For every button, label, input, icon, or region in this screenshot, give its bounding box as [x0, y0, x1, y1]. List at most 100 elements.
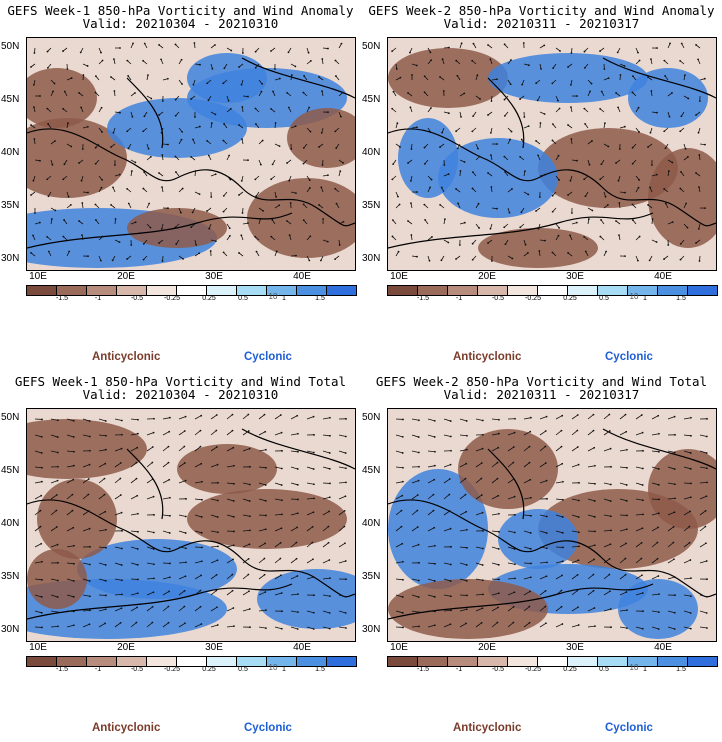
wind-arrow-head — [447, 241, 450, 244]
wind-arrow-head — [259, 218, 262, 221]
wind-arrow-head — [448, 46, 450, 49]
wind-arrow-head — [689, 627, 692, 630]
wind-arrow-head — [120, 511, 123, 514]
wind-arrow — [411, 434, 419, 438]
wind-arrow-head — [599, 235, 602, 238]
colorbar-swatch — [177, 286, 207, 295]
wind-arrow — [178, 430, 185, 436]
wind-arrow-head — [577, 499, 580, 502]
wind-arrow — [146, 606, 153, 612]
panel-valid-date: Valid: 20210311 - 20210317 — [443, 387, 640, 402]
wind-arrow-head — [617, 179, 620, 182]
wind-arrow — [322, 466, 330, 470]
wind-arrow-head — [668, 115, 671, 118]
wind-arrow-head — [528, 605, 531, 608]
wind-arrow-head — [119, 477, 122, 480]
wind-arrow-head — [544, 589, 547, 592]
wind-arrow — [306, 576, 314, 580]
wind-arrow-head — [120, 564, 123, 566]
wind-arrow — [114, 512, 122, 516]
wind-arrow-head — [680, 115, 683, 118]
wind-arrow-head — [319, 259, 322, 262]
wind-arrow — [635, 414, 643, 420]
wind-arrow-head — [455, 59, 458, 62]
wind-arrow — [411, 544, 419, 548]
wind-arrow-head — [313, 594, 315, 597]
wind-arrow — [178, 606, 185, 612]
wind-arrow-head — [416, 509, 419, 512]
wind-arrow-head — [68, 250, 71, 253]
wind-arrow-head — [513, 531, 516, 534]
wind-arrow-head — [247, 557, 250, 560]
wind-arrow-head — [308, 187, 311, 189]
wind-arrow-head — [679, 242, 682, 245]
wind-arrow-head — [88, 463, 91, 466]
wind-arrow-head — [142, 242, 145, 245]
wind-arrow-head — [674, 433, 676, 436]
wind-arrow-head — [255, 123, 257, 125]
wind-arrow-head — [136, 512, 139, 515]
wind-arrow-head — [583, 178, 586, 181]
wind-arrow-head — [320, 131, 323, 134]
wind-arrow-head — [498, 418, 500, 421]
wind-arrow-head — [657, 468, 660, 470]
wind-arrow — [603, 543, 611, 548]
wind-arrow-head — [625, 430, 628, 433]
wind-arrow-head — [610, 529, 612, 532]
wind-arrow — [226, 559, 234, 564]
wind-arrow — [114, 593, 123, 596]
wind-arrow — [683, 526, 690, 532]
wind-arrow — [443, 494, 450, 500]
wind-arrow-head — [593, 446, 596, 449]
wind-arrow — [226, 447, 234, 452]
wind-arrow-head — [610, 465, 612, 468]
wind-arrow-head — [465, 420, 468, 422]
wind-arrow-head — [87, 255, 89, 258]
cyclonic-legend: Cyclonic — [605, 351, 653, 363]
wind-arrow-head — [326, 240, 329, 243]
wind-arrow — [539, 590, 546, 596]
wind-arrow — [338, 526, 345, 532]
wind-arrow-head — [698, 186, 700, 189]
colorbar-label: -0.5 — [491, 666, 505, 673]
wind-arrow — [290, 450, 299, 453]
wind-arrow — [587, 607, 595, 612]
wind-arrow-head — [40, 560, 43, 563]
wind-arrow-head — [86, 65, 89, 67]
wind-arrow-head — [569, 234, 571, 237]
wind-arrow-head — [280, 592, 283, 594]
wind-arrow-head — [278, 145, 281, 147]
wind-arrow — [411, 494, 418, 500]
wind-arrow-head — [174, 98, 177, 101]
wind-arrow-head — [160, 227, 163, 230]
wind-arrow-head — [530, 514, 532, 517]
wind-arrow — [98, 494, 105, 500]
wind-arrow-head — [535, 82, 538, 85]
wind-arrow-head — [127, 75, 130, 77]
wind-arrow-head — [656, 541, 659, 544]
wind-arrow-head — [287, 51, 290, 54]
wind-arrow — [50, 494, 57, 500]
colorbar-label: -0.25 — [164, 295, 180, 302]
wind-arrow-head — [88, 623, 91, 626]
wind-arrow-head — [51, 163, 54, 166]
wind-arrow — [162, 514, 171, 517]
wind-arrow-head — [576, 95, 578, 97]
wind-arrow-head — [111, 259, 114, 262]
wind-arrow — [274, 592, 282, 596]
wind-arrow-head — [497, 592, 500, 595]
wind-arrow-head — [168, 590, 170, 593]
wind-arrow — [443, 528, 451, 532]
wind-arrow-head — [143, 115, 146, 118]
lat-label: 50N — [362, 412, 381, 423]
wind-arrow — [459, 546, 468, 549]
colorbar-swatch — [117, 657, 147, 666]
wind-arrow-head — [705, 435, 708, 438]
wind-arrow-head — [345, 481, 347, 484]
wind-arrow-head — [400, 509, 403, 512]
wind-arrow — [34, 510, 41, 516]
wind-arrow-head — [705, 542, 707, 545]
wind-arrow-head — [328, 612, 331, 614]
wind-arrow-head — [434, 562, 436, 565]
wind-arrow-head — [127, 202, 130, 205]
